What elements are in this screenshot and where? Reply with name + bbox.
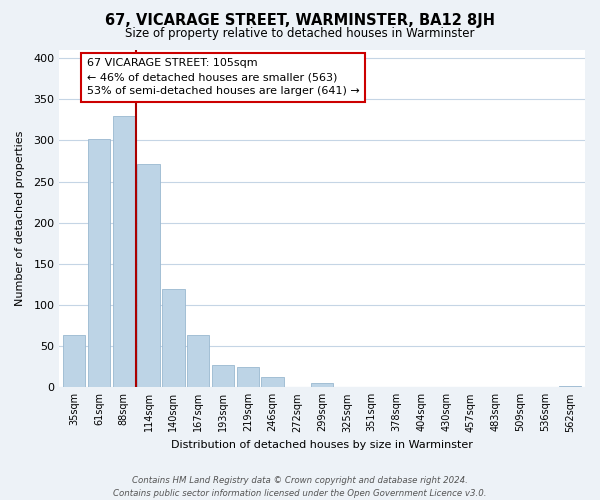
- Bar: [212, 365, 234, 388]
- Text: Contains HM Land Registry data © Crown copyright and database right 2024.
Contai: Contains HM Land Registry data © Crown c…: [113, 476, 487, 498]
- Bar: [88, 139, 110, 388]
- Bar: [137, 164, 160, 388]
- Bar: [63, 336, 85, 388]
- Bar: [162, 288, 185, 388]
- Bar: [236, 366, 259, 388]
- Bar: [187, 334, 209, 388]
- X-axis label: Distribution of detached houses by size in Warminster: Distribution of detached houses by size …: [171, 440, 473, 450]
- Text: 67, VICARAGE STREET, WARMINSTER, BA12 8JH: 67, VICARAGE STREET, WARMINSTER, BA12 8J…: [105, 12, 495, 28]
- Bar: [311, 383, 334, 388]
- Bar: [113, 116, 135, 388]
- Text: Size of property relative to detached houses in Warminster: Size of property relative to detached ho…: [125, 28, 475, 40]
- Text: 67 VICARAGE STREET: 105sqm
← 46% of detached houses are smaller (563)
53% of sem: 67 VICARAGE STREET: 105sqm ← 46% of deta…: [86, 58, 359, 96]
- Bar: [559, 386, 581, 388]
- Bar: [262, 376, 284, 388]
- Y-axis label: Number of detached properties: Number of detached properties: [15, 131, 25, 306]
